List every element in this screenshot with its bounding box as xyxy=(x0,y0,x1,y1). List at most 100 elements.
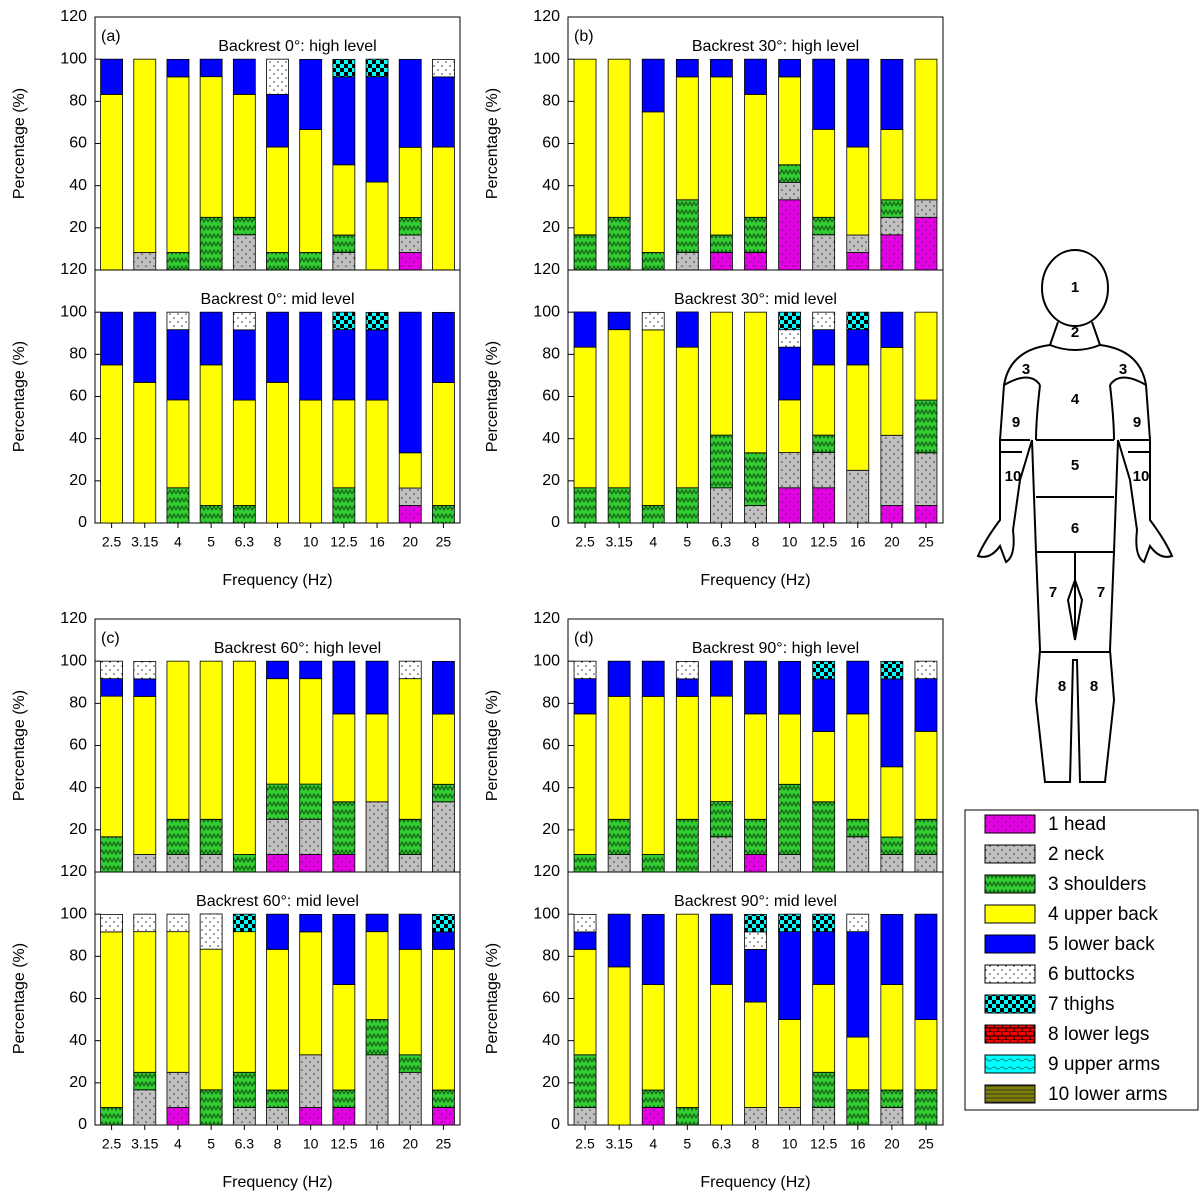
bar-segment xyxy=(167,819,189,854)
bar-segment xyxy=(399,855,421,872)
y-tick-label: 120 xyxy=(60,610,87,627)
y-tick-label: 120 xyxy=(533,8,560,25)
x-axis-label: Frequency (Hz) xyxy=(700,1174,810,1191)
bar-segment xyxy=(710,488,732,523)
bar-segment xyxy=(881,435,903,505)
bar-segment xyxy=(366,802,388,872)
bar-segment xyxy=(710,837,732,872)
bar-segment xyxy=(167,59,189,76)
bar-segment xyxy=(745,855,767,872)
bar-segment xyxy=(710,914,732,984)
x-tick-label: 3.15 xyxy=(606,534,633,550)
bar-segment xyxy=(881,130,903,200)
bar-segment xyxy=(233,1072,255,1107)
bar-segment xyxy=(101,94,123,270)
bar-segment xyxy=(267,1108,289,1125)
y-tick-label: 120 xyxy=(533,863,560,880)
bar-segment xyxy=(101,914,123,931)
bar-segment xyxy=(676,1108,698,1125)
bar-segment xyxy=(300,59,322,129)
bar-segment xyxy=(813,984,835,1072)
legend-label: 6 buttocks xyxy=(1048,964,1135,985)
bar-segment xyxy=(574,312,596,347)
bar-segment xyxy=(574,235,596,270)
bar-segment xyxy=(745,94,767,217)
x-tick-label: 5 xyxy=(683,534,691,550)
x-tick-label: 5 xyxy=(207,534,215,550)
bar-segment xyxy=(333,488,355,523)
bar-segment xyxy=(881,217,903,234)
bar-segment xyxy=(881,914,903,984)
y-tick-label: 120 xyxy=(60,863,87,880)
bar-segment xyxy=(432,147,454,270)
bar-segment xyxy=(432,312,454,382)
bar-segment xyxy=(881,59,903,129)
bar-segment xyxy=(432,914,454,931)
bar-segment xyxy=(915,200,937,217)
bar-segment xyxy=(432,784,454,801)
bar-segment xyxy=(333,661,355,714)
bar-segment xyxy=(642,661,664,696)
bar-segment xyxy=(915,731,937,819)
bar-segment xyxy=(710,235,732,252)
subplot-title: Backrest 30°: high level xyxy=(692,38,859,55)
bar-segment xyxy=(847,837,869,872)
y-tick-label: 80 xyxy=(542,93,560,110)
bar-segment xyxy=(847,253,869,270)
bar-segment xyxy=(267,94,289,147)
x-tick-label: 16 xyxy=(369,1136,385,1152)
y-tick-label: 80 xyxy=(69,93,87,110)
bar-segment xyxy=(676,312,698,347)
bar-segment xyxy=(300,400,322,523)
y-tick-label: 80 xyxy=(542,695,560,712)
x-tick-label: 25 xyxy=(436,534,452,550)
y-tick-label: 100 xyxy=(60,303,87,320)
bar-segment xyxy=(101,932,123,1108)
bar-segment xyxy=(813,129,835,217)
bar-segment xyxy=(710,661,732,696)
x-tick-label: 3.15 xyxy=(606,1136,633,1152)
bar-segment xyxy=(233,914,255,931)
y-axis-label: Percentage (%) xyxy=(484,690,501,801)
bar-segment xyxy=(267,312,289,382)
bar-segment xyxy=(574,661,596,678)
bar-segment xyxy=(676,347,698,488)
bar-segment xyxy=(432,714,454,784)
bar-segment xyxy=(779,855,801,872)
y-tick-label: 100 xyxy=(60,50,87,67)
x-tick-label: 20 xyxy=(884,1136,900,1152)
bar-segment xyxy=(779,1020,801,1108)
bar-segment xyxy=(333,400,355,488)
x-tick-label: 4 xyxy=(174,1136,182,1152)
bar-segment xyxy=(847,914,869,931)
bar-segment xyxy=(300,784,322,819)
bar-segment xyxy=(333,59,355,76)
y-tick-label: 60 xyxy=(542,135,560,152)
subplot-title: Backrest 90°: high level xyxy=(692,640,859,657)
bar-segment xyxy=(847,1037,869,1090)
bar-segment xyxy=(366,1020,388,1055)
panel-label: (b) xyxy=(574,28,594,45)
bar-segment xyxy=(642,914,664,984)
bar-segment xyxy=(300,312,322,400)
bar-segment xyxy=(233,855,255,872)
bar-segment xyxy=(608,967,630,1125)
bar-segment xyxy=(642,696,664,854)
bar-segment xyxy=(233,661,255,854)
x-tick-label: 4 xyxy=(649,534,657,550)
bar-segment xyxy=(915,59,937,200)
bar-segment xyxy=(847,59,869,147)
bar-segment xyxy=(847,1090,869,1125)
x-tick-label: 10 xyxy=(303,534,319,550)
bar-segment xyxy=(676,77,698,200)
x-tick-label: 12.5 xyxy=(330,534,357,550)
y-axis-label: Percentage (%) xyxy=(11,690,28,801)
legend-swatch xyxy=(985,875,1035,893)
bar-segment xyxy=(300,679,322,784)
bar-segment xyxy=(574,1108,596,1125)
bar-segment xyxy=(813,932,835,985)
bar-segment xyxy=(574,59,596,235)
bar-segment xyxy=(399,661,421,678)
bar-segment xyxy=(881,347,903,435)
bar-segment xyxy=(200,819,222,854)
